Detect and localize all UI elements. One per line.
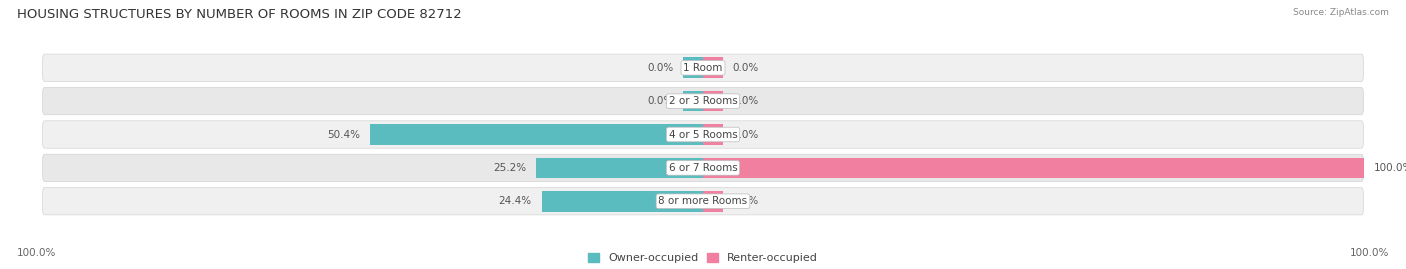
- Text: 50.4%: 50.4%: [328, 129, 360, 140]
- Text: 100.0%: 100.0%: [1350, 248, 1389, 258]
- Bar: [703, 158, 1364, 178]
- Text: 0.0%: 0.0%: [647, 96, 673, 106]
- Text: 24.4%: 24.4%: [499, 196, 531, 206]
- FancyBboxPatch shape: [42, 187, 1364, 215]
- Text: 6 or 7 Rooms: 6 or 7 Rooms: [669, 163, 737, 173]
- Text: 0.0%: 0.0%: [733, 196, 759, 206]
- Bar: [703, 191, 723, 212]
- Bar: [683, 57, 703, 78]
- Text: HOUSING STRUCTURES BY NUMBER OF ROOMS IN ZIP CODE 82712: HOUSING STRUCTURES BY NUMBER OF ROOMS IN…: [17, 8, 461, 21]
- Text: 100.0%: 100.0%: [17, 248, 56, 258]
- Text: 100.0%: 100.0%: [1374, 163, 1406, 173]
- FancyBboxPatch shape: [42, 54, 1364, 82]
- Text: 0.0%: 0.0%: [733, 96, 759, 106]
- Text: 25.2%: 25.2%: [494, 163, 527, 173]
- Text: Source: ZipAtlas.com: Source: ZipAtlas.com: [1294, 8, 1389, 17]
- FancyBboxPatch shape: [42, 154, 1364, 182]
- Bar: [537, 158, 703, 178]
- Text: 8 or more Rooms: 8 or more Rooms: [658, 196, 748, 206]
- Text: 0.0%: 0.0%: [733, 129, 759, 140]
- Bar: [541, 191, 703, 212]
- Bar: [703, 57, 723, 78]
- Bar: [703, 124, 723, 145]
- Text: 1 Room: 1 Room: [683, 63, 723, 73]
- Bar: [703, 91, 723, 111]
- FancyBboxPatch shape: [42, 121, 1364, 148]
- Legend: Owner-occupied, Renter-occupied: Owner-occupied, Renter-occupied: [588, 253, 818, 263]
- Bar: [370, 124, 703, 145]
- FancyBboxPatch shape: [42, 87, 1364, 115]
- Text: 0.0%: 0.0%: [647, 63, 673, 73]
- Bar: [683, 91, 703, 111]
- Text: 4 or 5 Rooms: 4 or 5 Rooms: [669, 129, 737, 140]
- Text: 0.0%: 0.0%: [733, 63, 759, 73]
- Text: 2 or 3 Rooms: 2 or 3 Rooms: [669, 96, 737, 106]
